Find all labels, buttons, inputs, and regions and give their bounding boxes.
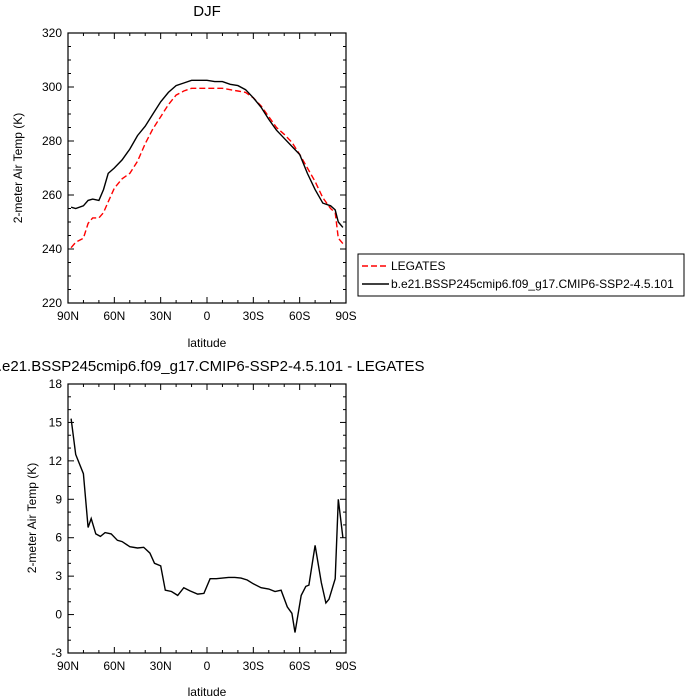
x-axis-label: latitude xyxy=(188,685,227,699)
x-tick-label: 30N xyxy=(150,309,172,323)
x-axis-label: latitude xyxy=(188,336,227,350)
x-tick-label: 60S xyxy=(289,659,310,673)
y-tick-label: 280 xyxy=(42,134,62,148)
chart-temperature-difference: b.e21.BSSP245cmip6.f09_g17.CMIP6-SSP2-4.… xyxy=(0,358,424,699)
x-tick-label: 30S xyxy=(243,659,264,673)
x-tick-label: 90S xyxy=(335,309,356,323)
x-tick-label: 30N xyxy=(150,659,172,673)
x-tick-label: 60S xyxy=(289,309,310,323)
series-line-0 xyxy=(70,418,344,633)
x-tick-label: 0 xyxy=(204,659,211,673)
y-tick-label: 6 xyxy=(55,531,62,545)
y-tick-label: 300 xyxy=(42,80,62,94)
chart-title: b.e21.BSSP245cmip6.f09_g17.CMIP6-SSP2-4.… xyxy=(0,358,424,375)
y-tick-label: 260 xyxy=(42,188,62,202)
plot-frame xyxy=(67,32,347,304)
y-tick-label: 15 xyxy=(49,415,63,429)
plot-marks xyxy=(70,418,344,633)
x-tick-label: 30S xyxy=(243,309,264,323)
y-tick-label: -3 xyxy=(51,646,62,660)
x-tick-label: 90S xyxy=(335,659,356,673)
y-tick-label: 220 xyxy=(42,296,62,310)
legend-label-legates: LEGATES xyxy=(391,259,445,273)
y-tick-label: 18 xyxy=(49,377,63,391)
axes: -3 0 3 6 9 12 15 18 90N 60N 30N 0 30S 60S 90S xyxy=(49,377,357,673)
y-tick-label: 12 xyxy=(49,454,63,468)
legend-box xyxy=(357,253,685,297)
plot-marks xyxy=(70,79,344,249)
x-tick-label: 60N xyxy=(103,659,125,673)
chart-temperature-djf: DJF 220 240 260 280 300 320 90N 60N 30N 0 30S 60S 90… xyxy=(11,3,357,350)
series-line-b-e21-bssp245cmip6-f xyxy=(70,79,344,228)
axes: 220 240 260 280 300 320 90N 60N 30N 0 30S 60S 90S xyxy=(42,26,357,323)
chart-title: DJF xyxy=(193,3,221,20)
x-tick-label: 90N xyxy=(57,659,79,673)
y-tick-label: 320 xyxy=(42,26,62,40)
y-tick-label: 0 xyxy=(55,608,62,622)
y-tick-label: 240 xyxy=(42,242,62,256)
y-axis-label: 2-meter Air Temp (K) xyxy=(25,463,39,573)
legend-label-model: b.e21.BSSP245cmip6.f09_g17.CMIP6-SSP2-4.… xyxy=(391,277,674,291)
x-tick-label: 90N xyxy=(57,309,79,323)
series-line-legates xyxy=(70,87,344,249)
legend: LEGATES b.e21.BSSP245cmip6.f09_g17.CMIP6… xyxy=(357,253,685,297)
y-axis-label: 2-meter Air Temp (K) xyxy=(11,113,25,223)
y-tick-label: 9 xyxy=(55,492,62,506)
plot-frame xyxy=(67,383,347,654)
x-tick-label: 60N xyxy=(103,309,125,323)
y-tick-label: 3 xyxy=(55,569,62,583)
x-tick-label: 0 xyxy=(204,309,211,323)
